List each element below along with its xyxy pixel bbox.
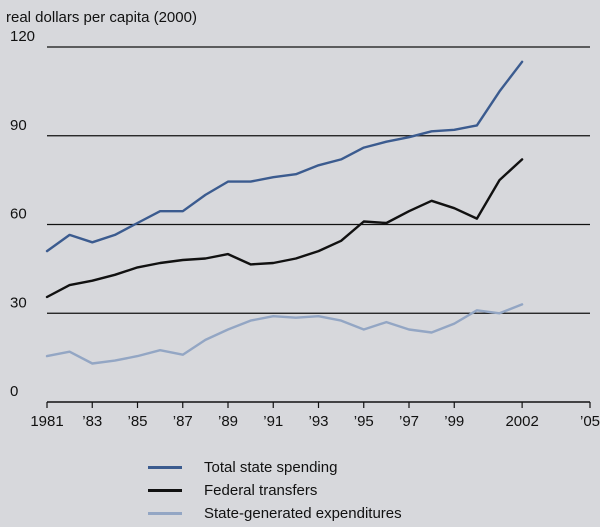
- legend-item-federal: Federal transfers: [148, 479, 402, 502]
- x-tick-label: ’05: [580, 413, 600, 430]
- series-line-federal: [45, 158, 524, 299]
- series-lines: [45, 60, 524, 365]
- y-tick-label: 0: [10, 383, 18, 400]
- series-line-total: [45, 60, 524, 253]
- x-tick-label: ’87: [173, 413, 193, 430]
- legend-item-state: State-generated expenditures: [148, 502, 402, 525]
- x-tick-label: 1981: [30, 413, 63, 430]
- legend-label-federal: Federal transfers: [204, 482, 318, 499]
- x-tick-label: ’97: [399, 413, 419, 430]
- x-tick-label: ’83: [82, 413, 102, 430]
- legend-swatch-federal: [148, 489, 182, 492]
- legend-swatch-total: [148, 466, 182, 469]
- y-tick-label: 90: [10, 117, 27, 134]
- x-tick-label: ’91: [263, 413, 283, 430]
- x-tick-label: 2002: [505, 413, 538, 430]
- legend-swatch-state: [148, 512, 182, 515]
- x-tick-label: ’89: [218, 413, 238, 430]
- gridlines: [47, 46, 590, 403]
- axis-tick-labels: 0 30 60 90 120 1981 ’83 ’85 ’87 ’89 ’91 ’93 ’95 ’97 ’9…: [10, 28, 600, 430]
- y-axis-label: real dollars per capita (2000): [6, 9, 197, 26]
- legend-label-state: State-generated expenditures: [204, 505, 402, 522]
- x-tick-label: ’99: [444, 413, 464, 430]
- y-tick-label: 60: [10, 206, 27, 223]
- x-tick-label: ’93: [308, 413, 328, 430]
- series-line-state: [45, 303, 524, 365]
- y-tick-label: 120: [10, 28, 35, 45]
- legend: Total state spending Federal transfers S…: [148, 456, 402, 525]
- y-tick-label: 30: [10, 294, 27, 311]
- legend-item-total: Total state spending: [148, 456, 402, 479]
- legend-label-total: Total state spending: [204, 459, 338, 476]
- x-tick-label: ’95: [354, 413, 374, 430]
- x-tick-label: ’85: [127, 413, 147, 430]
